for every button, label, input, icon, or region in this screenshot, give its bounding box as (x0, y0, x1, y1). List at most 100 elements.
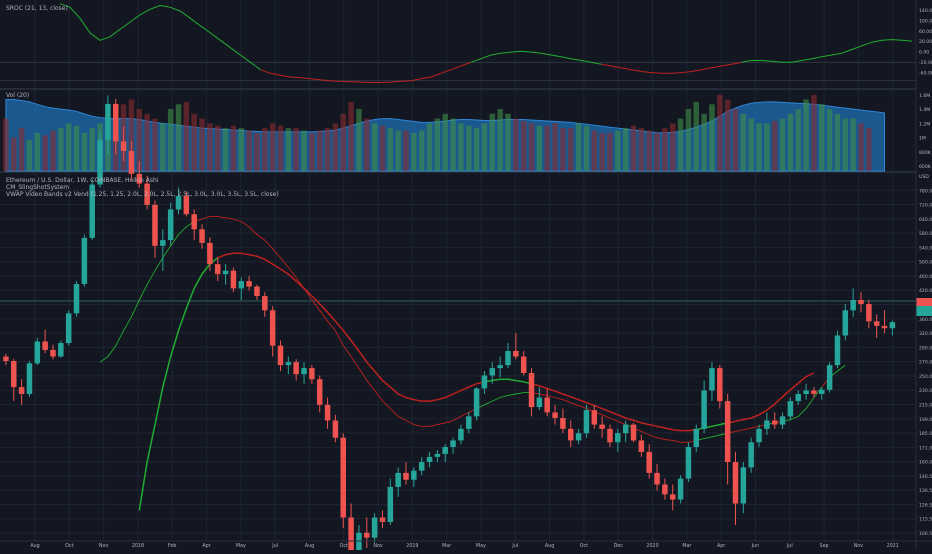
volume-bar (662, 128, 668, 171)
volume-bar (332, 123, 339, 171)
volume-bar (826, 109, 833, 171)
candle-body (81, 237, 88, 284)
candle-body (528, 372, 535, 408)
indicator-tick-label: -60.00 (919, 70, 932, 76)
candle-body (858, 299, 864, 305)
volume-bars (3, 94, 872, 171)
volume-bar (505, 113, 511, 171)
candle-body (748, 442, 754, 468)
candle-body (387, 486, 394, 522)
volume-bar (803, 99, 809, 171)
volume-bar (654, 132, 660, 171)
candle-body (466, 416, 472, 429)
candle-body (332, 420, 339, 438)
volume-bar (183, 101, 190, 171)
time-tick-label: 2018 (132, 543, 144, 549)
volume-bar (724, 99, 731, 171)
candle-body (246, 281, 252, 287)
volume-bar (740, 113, 747, 171)
volume-bar (560, 128, 566, 171)
candle-body (881, 325, 888, 329)
ma-fast-line (782, 386, 823, 422)
candle-body (285, 362, 292, 366)
volume-bar (442, 113, 448, 171)
indicator-label-slingshot[interactable]: CM_SlingShotSystem (6, 184, 69, 191)
price-tick-label: 580.00 (919, 231, 932, 237)
price-tick-label: 460.00 (919, 274, 932, 280)
price-tick-label: 420.00 (919, 288, 932, 294)
candle-body (152, 204, 158, 246)
candle-body (356, 532, 362, 554)
volume-bar (819, 104, 825, 171)
volume-y-axis[interactable]: 1.6M 1.4M 1.2M 1M 800K 600K (919, 93, 932, 170)
time-axis[interactable]: Aug Oct Nov 2018 Feb Apr May Jul Aug Oct Nov 2019 Ma… (0, 540, 932, 549)
candle-body (97, 139, 103, 185)
sroc-segment (470, 50, 602, 65)
candle-body (73, 283, 80, 314)
sroc-segment (260, 61, 472, 83)
price-tick-label: 230.00 (919, 388, 932, 394)
ma-slow-line (727, 372, 815, 424)
volume-bar (466, 125, 472, 171)
candle-body (434, 453, 441, 457)
candle-body (803, 390, 809, 394)
candle-body (3, 356, 9, 362)
candle-body (105, 103, 111, 140)
volume-bar (309, 132, 315, 171)
volume-bar (732, 109, 739, 171)
volume-bar (426, 123, 433, 171)
candle-body (442, 447, 448, 454)
symbol-label[interactable]: Ethereum / U.S. Dollar, 1W, COINBASE, He… (6, 177, 159, 184)
indicator-label-vwap[interactable]: VWAP Video Bands v2 Vend (1.25, 1.25, 2.… (6, 191, 279, 198)
volume-bar (787, 113, 794, 171)
candle-body (536, 397, 543, 408)
candle-body (136, 173, 143, 184)
time-tick-label: May (476, 543, 486, 549)
candle-body (544, 397, 550, 413)
volume-bar (811, 94, 817, 171)
volume-bar (293, 128, 299, 171)
indicator-pane[interactable]: SROC (21, 13, close) 140.00 100.00 60.00 20… (0, 0, 932, 89)
price-tick-label: 250.00 (919, 374, 932, 380)
candle-body (175, 196, 182, 210)
volume-bar (489, 113, 496, 171)
price-tick-label: 290.00 (919, 345, 932, 351)
volume-bar (222, 128, 229, 171)
candle-body (395, 472, 401, 487)
volume-bar (450, 118, 456, 171)
volume-bar (58, 128, 64, 171)
volume-bar (568, 128, 574, 171)
candle-body (167, 209, 174, 241)
candle-body (638, 440, 645, 452)
volume-bar (575, 123, 582, 171)
volume-bar (316, 130, 323, 171)
price-y-axis[interactable]: USD 780.00 720.00 640.00 580.00 540.00 500.00 4… (919, 174, 932, 537)
time-tick-label: 2020 (646, 543, 658, 549)
candle-body (214, 264, 221, 275)
volume-bar (434, 118, 441, 171)
candle-body (654, 472, 660, 485)
indicator-tick-label: 0.00 (919, 50, 929, 56)
volume-bar (285, 128, 292, 171)
volume-bar (81, 132, 88, 171)
indicator-tick-label: 100.00 (919, 18, 932, 24)
candle-body (473, 388, 480, 417)
volume-bar (136, 109, 143, 171)
volume-bar (387, 128, 394, 171)
moving-averages (99, 216, 846, 511)
price-pane[interactable]: Ethereum / U.S. Dollar, 1W, COINBASE, He… (0, 95, 932, 554)
indicator-y-axis[interactable]: 140.00 100.00 60.00 20.00 0.00 -20.00 -60.00 (919, 8, 932, 76)
volume-pane[interactable]: Vol (20) 1.6M 1.4M 1.2M 1M 800K 600K (3, 89, 932, 172)
price-tick-label: 199.00 (919, 417, 932, 423)
volume-bar (591, 130, 598, 171)
volume-bar (756, 123, 762, 171)
candle-body (183, 196, 190, 215)
candle-body (144, 183, 150, 205)
volume-bar (18, 128, 25, 171)
candle-body (458, 428, 464, 441)
volume-bar (324, 128, 331, 171)
time-tick-label: Aug (545, 543, 554, 549)
volume-bar (246, 130, 252, 171)
